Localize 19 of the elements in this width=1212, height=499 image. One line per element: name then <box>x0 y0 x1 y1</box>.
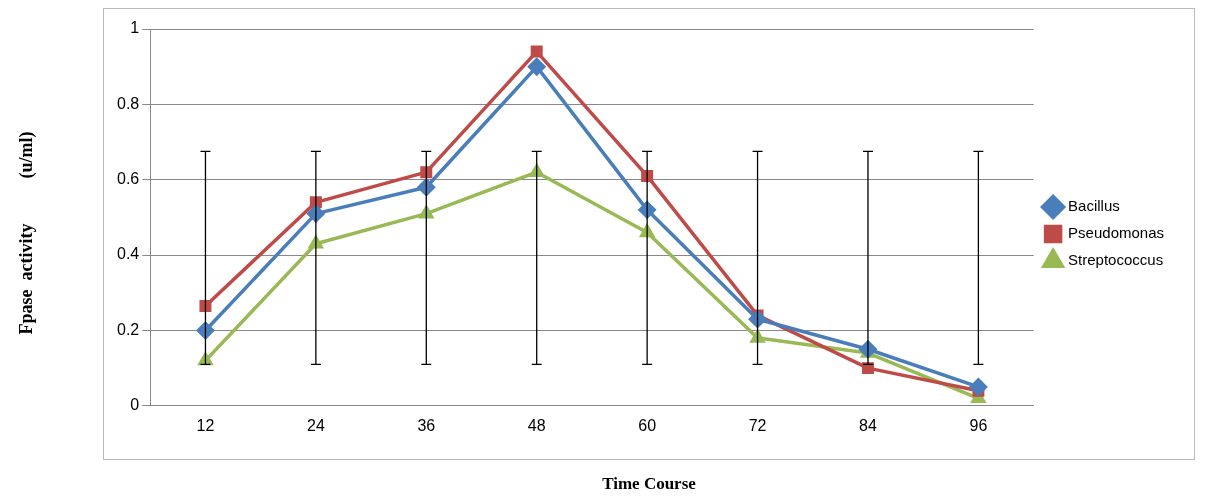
y-tick-label: 0.4 <box>116 245 140 263</box>
x-tick-label: 72 <box>748 416 767 434</box>
legend-label: Pseudomonas <box>1068 224 1165 242</box>
y-tick-label: 0.6 <box>116 170 140 188</box>
legend-label: Streptococcus <box>1068 251 1164 269</box>
x-tick-label: 60 <box>638 416 657 434</box>
y-tick-label: 0.2 <box>116 320 140 338</box>
y-tick-label: 0 <box>130 396 140 414</box>
x-tick-label: 12 <box>196 416 215 434</box>
y-tick-label: 0.8 <box>116 94 140 112</box>
legend-label: Bacillus <box>1068 197 1120 215</box>
x-tick-label: 84 <box>859 416 877 434</box>
x-axis-title: Time Course <box>601 474 697 494</box>
x-tick-label: 96 <box>969 416 988 434</box>
y-tick-label: 1 <box>130 19 140 37</box>
x-tick-label: 24 <box>306 416 325 434</box>
x-tick-label: 36 <box>417 416 436 434</box>
x-tick-label: 48 <box>527 416 546 434</box>
y-axis-title: Fpase activity (u/ml) <box>15 131 37 335</box>
